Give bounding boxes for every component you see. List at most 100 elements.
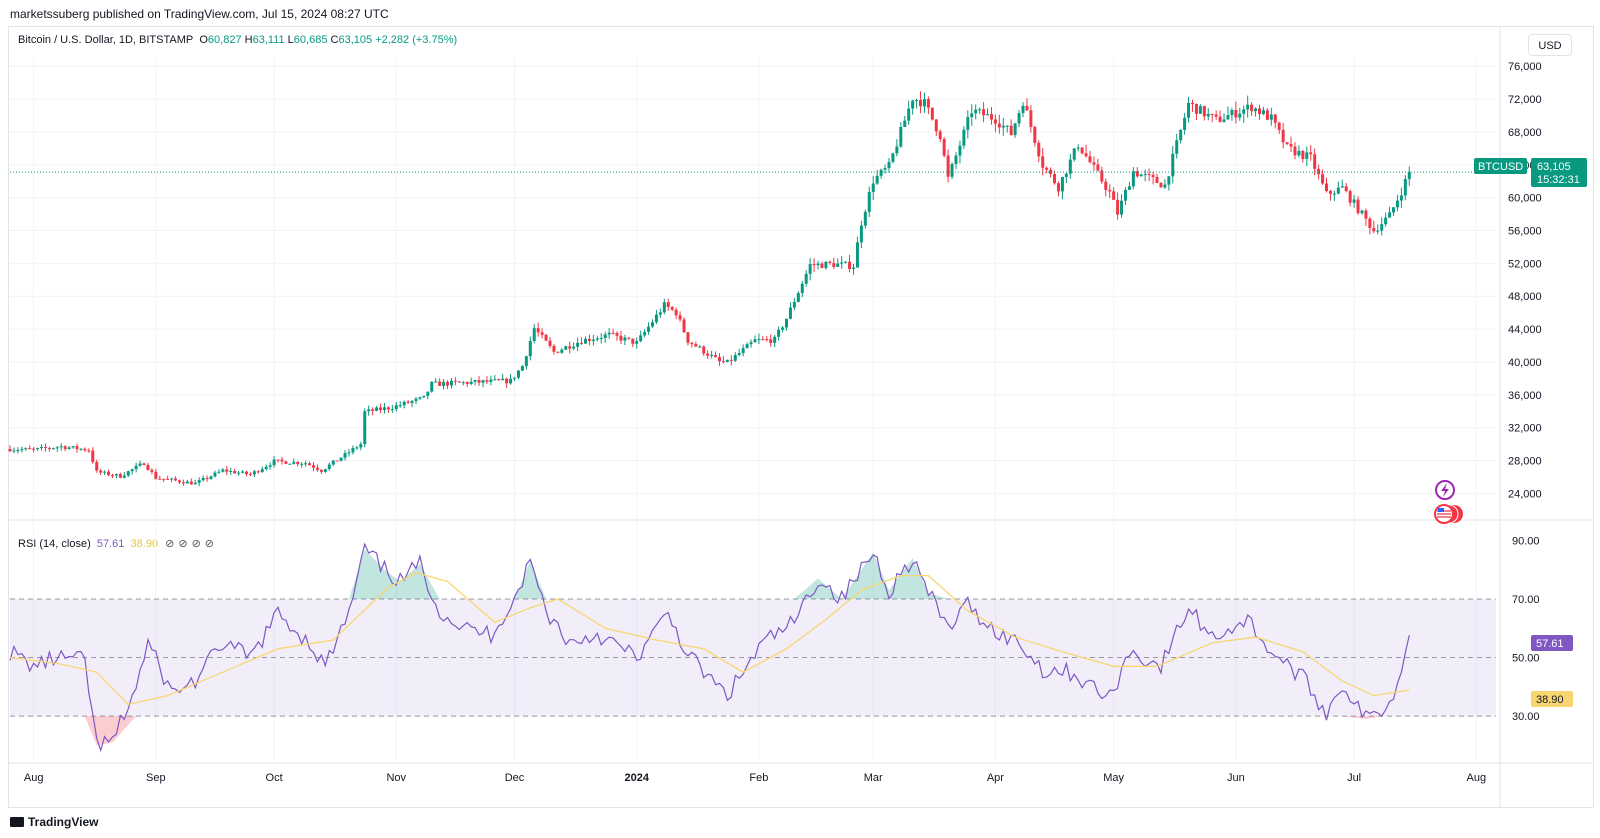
chart-frame	[8, 26, 1594, 808]
price-tick-label: 24,000	[1508, 488, 1542, 500]
hide-icon[interactable]: ⊘	[204, 538, 214, 550]
candle-body	[970, 113, 974, 118]
candle-body	[946, 155, 950, 177]
symbol-badge	[1474, 158, 1527, 174]
candle-body	[284, 461, 288, 464]
candle-body	[721, 361, 725, 363]
candle-body	[1005, 125, 1009, 127]
candle-body	[331, 460, 335, 465]
candle-body	[1297, 150, 1301, 156]
candle-body	[962, 129, 966, 146]
candle-body	[907, 108, 911, 121]
candle-body	[820, 263, 824, 269]
candle-body	[1340, 186, 1344, 188]
countdown: 15:32:31	[1537, 174, 1580, 186]
candle-body	[1009, 125, 1013, 135]
candle-body	[583, 338, 587, 344]
candle-body	[75, 446, 79, 450]
candle-body	[974, 109, 978, 114]
candle-body	[1242, 109, 1246, 114]
candle-body	[1261, 110, 1265, 115]
candle-body	[1336, 187, 1340, 194]
candle-body	[1403, 179, 1407, 196]
candle-body	[158, 478, 162, 480]
time-tick-label: Apr	[987, 772, 1004, 784]
candle-body	[1194, 103, 1198, 114]
candle-body	[126, 471, 130, 476]
candle-body	[824, 261, 828, 269]
candle-body	[107, 471, 111, 476]
candle-body	[312, 465, 316, 468]
candle-body	[934, 119, 938, 132]
candle-body	[382, 407, 386, 411]
candle-body	[367, 409, 371, 412]
candle-body	[170, 478, 174, 480]
candle-body	[686, 332, 690, 343]
candle-body	[875, 175, 879, 184]
footer-brand[interactable]: TradingView	[10, 815, 98, 829]
candle-body	[422, 395, 426, 398]
candle-body	[966, 117, 970, 130]
candle-body	[154, 471, 158, 479]
hide-icon[interactable]: ⊘	[178, 538, 188, 550]
candle-body	[410, 400, 414, 403]
candle-body	[808, 264, 812, 274]
hide-icon[interactable]: ⊘	[191, 538, 201, 550]
candle-body	[572, 346, 576, 349]
candle-body	[1001, 125, 1005, 128]
candle-body	[87, 450, 91, 452]
candle-body	[1399, 195, 1403, 201]
candle-body	[343, 452, 347, 458]
price-tick-label: 72,000	[1508, 94, 1542, 106]
publisher-line: marketssuberg published on TradingView.c…	[10, 7, 389, 21]
candle-body	[1108, 189, 1112, 192]
time-tick-label: Jun	[1227, 772, 1245, 784]
candle-body	[1360, 210, 1364, 214]
candle-body	[8, 449, 12, 452]
candle-body	[1060, 176, 1064, 192]
candle-body	[315, 467, 319, 470]
candle-body	[548, 340, 552, 346]
open-key: O	[199, 34, 208, 46]
candle-body	[209, 476, 213, 479]
footer-brand-label: TradingView	[28, 815, 99, 829]
candle-body	[852, 267, 856, 270]
time-tick-label: Sep	[146, 772, 166, 784]
candle-body	[1380, 224, 1384, 231]
rsi-ma-value: 38.90	[130, 538, 159, 550]
candle-body	[1190, 103, 1194, 105]
candle-body	[611, 332, 615, 334]
candle-body	[911, 100, 915, 109]
candle-body	[1092, 162, 1096, 165]
candle-body	[473, 380, 477, 382]
candle-body	[201, 478, 205, 481]
candle-body	[587, 338, 591, 341]
candle-body	[623, 337, 627, 341]
rsi-badge-value: 57.61	[1536, 638, 1564, 650]
candle-body	[832, 263, 836, 267]
rsi-tick-label: 50.00	[1512, 653, 1540, 665]
candle-body	[292, 461, 296, 464]
candle-body	[666, 302, 670, 308]
candle-body	[1100, 170, 1104, 182]
candle-body	[859, 225, 863, 243]
time-tick-label: Nov	[386, 772, 406, 784]
candle-body	[414, 398, 418, 401]
rsi-ma-line	[9, 572, 1410, 706]
candle-body	[1325, 183, 1329, 191]
candle-body	[737, 353, 741, 356]
low-key: L	[287, 34, 294, 46]
hide-icon[interactable]: ⊘	[165, 538, 175, 550]
candle-body	[714, 355, 718, 358]
candle-body	[639, 335, 643, 342]
candle-body	[288, 463, 292, 465]
candle-body	[51, 448, 55, 450]
candles	[8, 91, 1496, 487]
candle-body	[615, 332, 619, 336]
candle-body	[662, 302, 666, 313]
candle-body	[1033, 126, 1037, 143]
currency-button[interactable]: USD	[1528, 34, 1572, 56]
candle-body	[1068, 159, 1072, 174]
candle-body	[863, 211, 867, 226]
time-tick-label: Aug	[1467, 772, 1487, 784]
